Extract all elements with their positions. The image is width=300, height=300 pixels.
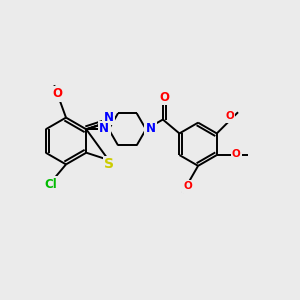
Text: N: N xyxy=(146,122,155,135)
Text: N: N xyxy=(103,111,113,124)
Text: O: O xyxy=(184,181,192,191)
Text: N: N xyxy=(99,122,109,135)
Text: O: O xyxy=(232,149,241,159)
Text: S: S xyxy=(104,158,114,171)
Text: O: O xyxy=(225,111,234,122)
Text: O: O xyxy=(53,87,63,101)
Text: Cl: Cl xyxy=(45,178,57,190)
Text: O: O xyxy=(159,91,170,103)
